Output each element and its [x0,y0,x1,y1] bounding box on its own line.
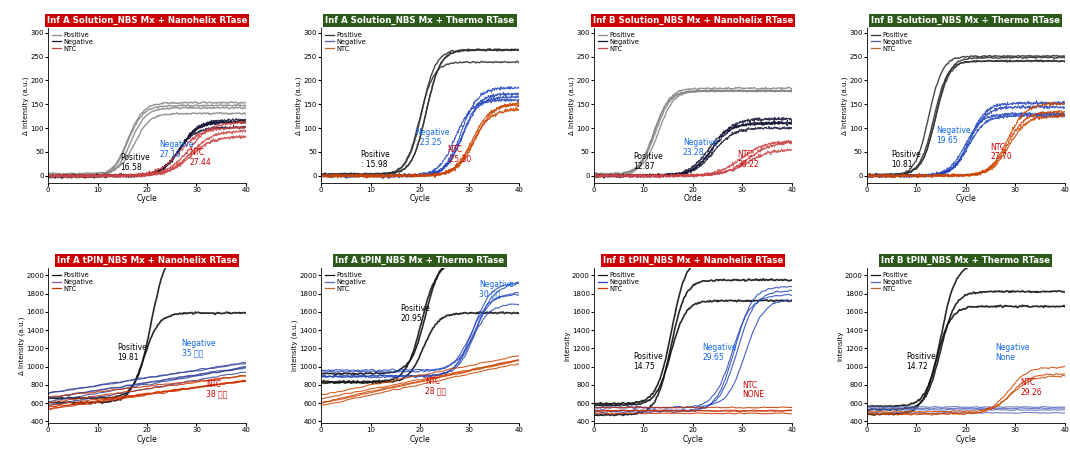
X-axis label: Cycle: Cycle [410,194,430,204]
Y-axis label: Intensity: Intensity [564,331,570,361]
Text: NTC
28 이후: NTC 28 이후 [425,377,446,396]
Text: NTC
38 이후: NTC 38 이후 [207,380,228,399]
Text: Negative
27.10: Negative 27.10 [159,140,194,159]
X-axis label: Cycle: Cycle [410,435,430,444]
X-axis label: Cycle: Cycle [956,435,976,444]
Text: Positive
16.58: Positive 16.58 [120,153,150,172]
Y-axis label: Δ Intensity (a.u.): Δ Intensity (a.u.) [18,316,25,375]
Y-axis label: Intensity (a.u.): Intensity (a.u.) [291,320,297,372]
Text: Inf A Solution_NBS Mx + Thermo RTase: Inf A Solution_NBS Mx + Thermo RTase [325,16,515,25]
X-axis label: Cycle: Cycle [956,194,976,204]
Y-axis label: Δ Intensity (a.u.): Δ Intensity (a.u.) [841,76,847,135]
Text: Inf B Solution_NBS Mx + Thermo RTase: Inf B Solution_NBS Mx + Thermo RTase [871,16,1060,25]
Text: Positive
: 15.98: Positive : 15.98 [361,150,391,169]
Legend: Positive, Negative, NTC: Positive, Negative, NTC [870,272,913,292]
Text: Positive
14.72: Positive 14.72 [906,352,936,371]
X-axis label: Cycle: Cycle [137,435,157,444]
Y-axis label: Intensity: Intensity [838,331,843,361]
Text: Negative
19.65: Negative 19.65 [936,126,970,145]
X-axis label: Cycle: Cycle [683,435,703,444]
Y-axis label: Δ Intensity (a.u.): Δ Intensity (a.u.) [568,76,575,135]
Text: Inf B Solution_NBS Mx + Nanohelix RTase: Inf B Solution_NBS Mx + Nanohelix RTase [593,16,793,25]
Legend: Positive, Negative, NTC: Positive, Negative, NTC [597,31,640,52]
Text: Inf B tPIN_NBS Mx + Nanohelix RTase: Inf B tPIN_NBS Mx + Nanohelix RTase [602,256,783,265]
X-axis label: Orde: Orde [684,194,702,204]
Text: Negative
: 23.25: Negative : 23.25 [415,128,449,147]
Legend: Positive, Negative, NTC: Positive, Negative, NTC [324,272,367,292]
Text: Negative
29.65: Negative 29.65 [703,343,737,362]
Text: Positive
10.81: Positive 10.81 [891,150,921,169]
X-axis label: Cycle: Cycle [137,194,157,204]
Legend: Positive, Negative, NTC: Positive, Negative, NTC [597,272,640,292]
Legend: Positive, Negative, NTC: Positive, Negative, NTC [51,31,94,52]
Text: NTC
:25.30: NTC :25.30 [447,145,472,164]
Text: Negative
None: Negative None [995,343,1030,362]
Text: Positive
20.95: Positive 20.95 [400,304,430,323]
Legend: Positive, Negative, NTC: Positive, Negative, NTC [324,31,367,52]
Text: Negative
30 부근: Negative 30 부근 [479,279,514,298]
Text: Inf A tPIN_NBS Mx + Nanohelix RTase: Inf A tPIN_NBS Mx + Nanohelix RTase [57,256,238,265]
Text: Positive
19.81: Positive 19.81 [118,343,147,362]
Text: NTC
27.44: NTC 27.44 [189,148,211,167]
Text: NTC
29.26: NTC 29.26 [1020,378,1042,397]
Text: NTC
30.22: NTC 30.22 [737,150,759,169]
Y-axis label: Δ Intensity (a.u.): Δ Intensity (a.u.) [295,76,302,135]
Text: Inf A tPIN_NBS Mx + Thermo RTase: Inf A tPIN_NBS Mx + Thermo RTase [335,256,505,265]
Text: NTC
27.70: NTC 27.70 [991,143,1012,161]
Text: Positive
12.87: Positive 12.87 [633,152,663,171]
Text: NTC
NONE: NTC NONE [743,381,764,399]
Y-axis label: Δ Intensity (a.u.): Δ Intensity (a.u.) [22,76,29,135]
Text: Inf A Solution_NBS Mx + Nanohelix RTase: Inf A Solution_NBS Mx + Nanohelix RTase [47,16,247,25]
Text: Negative
35 이후: Negative 35 이후 [182,339,216,358]
Text: Positive
14.75: Positive 14.75 [633,352,663,371]
Legend: Positive, Negative, NTC: Positive, Negative, NTC [870,31,913,52]
Text: Inf B tPIN_NBS Mx + Thermo RTase: Inf B tPIN_NBS Mx + Thermo RTase [882,256,1051,265]
Text: Negative
23.28: Negative 23.28 [683,138,718,157]
Legend: Positive, Negative, NTC: Positive, Negative, NTC [51,272,94,292]
